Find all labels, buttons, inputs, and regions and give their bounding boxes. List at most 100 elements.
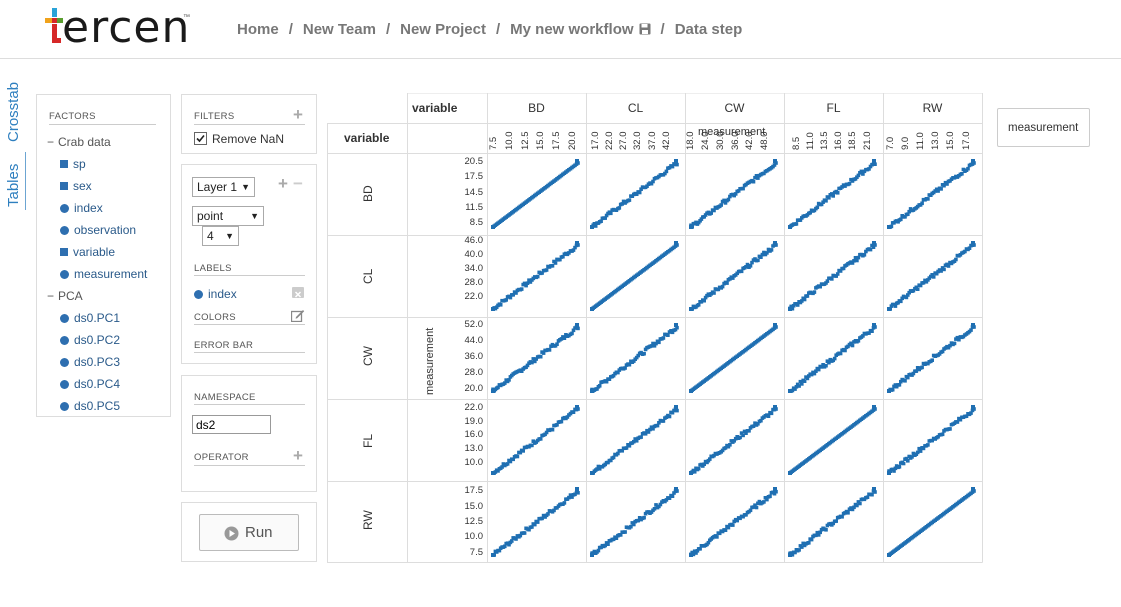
collapse-icon[interactable]: − — [47, 289, 55, 303]
column-factor-header[interactable]: variable — [412, 101, 458, 115]
row-factor-header[interactable]: variable — [344, 131, 390, 145]
scatter-point — [838, 351, 843, 356]
tab-tables[interactable]: Tables — [5, 163, 22, 207]
chart-type-select[interactable]: point ▼ — [192, 206, 264, 226]
run-button[interactable]: Run — [199, 514, 299, 551]
breadcrumb-separator: / — [660, 21, 665, 38]
scatter-point — [899, 379, 903, 384]
factor-item-label: ds0.PC2 — [74, 333, 121, 347]
factor-item[interactable]: ds0.PC5 — [60, 399, 120, 413]
column-header[interactable]: CL — [627, 101, 644, 115]
column-header[interactable]: CW — [724, 101, 745, 115]
scatter-point — [607, 377, 612, 381]
run-label: Run — [245, 524, 273, 541]
column-header[interactable]: FL — [826, 101, 841, 115]
factor-item[interactable]: ds0.PC2 — [60, 333, 120, 347]
scatter-point — [606, 542, 610, 546]
scatter-point — [561, 254, 565, 259]
factor-item[interactable]: observation — [60, 223, 136, 237]
breadcrumb-item[interactable]: New Team — [302, 21, 376, 38]
factor-item[interactable]: index — [60, 201, 103, 215]
scatter-point — [525, 281, 530, 285]
scatter-point — [952, 341, 957, 346]
add-filter-button[interactable]: + — [293, 105, 303, 124]
scatter-point — [739, 269, 744, 274]
breadcrumb-item[interactable]: Data step — [674, 21, 743, 38]
row-header[interactable]: BD — [361, 185, 375, 202]
scatter-point — [843, 348, 847, 353]
factor-item-label: observation — [74, 223, 137, 237]
add-layer-button[interactable]: + — [278, 174, 288, 193]
remove-layer-button[interactable]: − — [293, 174, 303, 193]
scatter-point — [559, 337, 564, 341]
scatter-point — [651, 341, 655, 346]
remove-nan-checkbox[interactable] — [194, 132, 207, 145]
scatter-point — [915, 287, 920, 291]
row-header[interactable]: CL — [361, 268, 375, 284]
scatter-point — [966, 166, 970, 171]
scatter-point — [639, 435, 643, 439]
row-header[interactable]: FL — [361, 433, 375, 448]
scatter-point — [657, 504, 661, 509]
row-header[interactable]: RW — [361, 510, 375, 530]
scatter-point — [815, 530, 820, 535]
scatter-point — [893, 466, 898, 471]
scatter-point — [576, 491, 580, 495]
factor-item-label: ds0.PC5 — [74, 399, 121, 413]
layer-select[interactable]: Layer 1 ▼ — [192, 177, 255, 197]
row-header[interactable]: CW — [361, 346, 375, 366]
factor-item[interactable]: ds0.PC3 — [60, 355, 120, 369]
point-size-select[interactable]: 4 ▼ — [202, 226, 239, 246]
factor-item[interactable]: variable — [60, 245, 115, 259]
operator-title: OPERATOR — [194, 452, 249, 463]
label-item-index[interactable]: index — [194, 287, 237, 301]
scatter-point — [762, 500, 766, 504]
factor-item[interactable]: measurement — [60, 267, 147, 281]
tercen-logo[interactable]: ercen ™ — [45, 4, 195, 54]
scatter-point — [855, 258, 859, 263]
scatter-point — [611, 537, 616, 542]
scatter-point — [818, 530, 822, 535]
namespace-input[interactable] — [192, 415, 271, 434]
scatter-point — [657, 421, 661, 425]
factor-item[interactable]: ds0.PC1 — [60, 311, 120, 325]
factor-item[interactable]: sp — [60, 157, 86, 171]
remove-nan-row[interactable]: Remove NaN — [194, 132, 284, 146]
column-header[interactable]: RW — [922, 101, 943, 115]
tab-crosstab[interactable]: Crosstab — [5, 81, 22, 142]
scatter-point — [971, 241, 975, 245]
scatter-point — [921, 446, 926, 451]
scatter-point — [868, 247, 873, 252]
scatter-point — [948, 343, 952, 348]
chevron-down-icon: ▼ — [241, 182, 250, 192]
collapse-icon[interactable]: − — [47, 135, 55, 149]
remove-label-button[interactable] — [292, 287, 304, 298]
scatter-point — [904, 295, 909, 300]
breadcrumb-item[interactable]: My new workflow — [510, 21, 634, 38]
edit-colors-button[interactable] — [290, 309, 305, 327]
scatter-point — [747, 429, 751, 433]
factor-group[interactable]: − Crab data — [47, 135, 111, 149]
y-axis-factor-box[interactable]: measurement — [997, 108, 1090, 147]
add-operator-button[interactable]: + — [293, 446, 303, 465]
error-bar-title: ERROR BAR — [194, 340, 254, 351]
save-icon[interactable] — [634, 21, 651, 38]
scatter-point — [670, 330, 675, 335]
scatter-point — [899, 217, 903, 222]
breadcrumb-item[interactable]: Home — [237, 21, 279, 38]
factor-group[interactable]: − PCA — [47, 289, 83, 303]
scatter-point — [525, 363, 530, 368]
column-header[interactable]: BD — [528, 101, 545, 115]
factor-item[interactable]: sex — [60, 179, 92, 193]
scatter-point — [733, 192, 738, 196]
filters-divider — [194, 124, 305, 125]
scatter-point — [726, 444, 731, 449]
breadcrumb-item[interactable]: New Project — [400, 21, 486, 38]
scatter-point — [540, 271, 544, 275]
y-tick-label: 19.0 — [464, 415, 484, 427]
factor-item-label: ds0.PC3 — [74, 355, 121, 369]
scatter-point — [546, 512, 550, 516]
scatter-point — [609, 458, 613, 463]
scatter-point — [674, 241, 678, 245]
factor-item[interactable]: ds0.PC4 — [60, 377, 120, 391]
